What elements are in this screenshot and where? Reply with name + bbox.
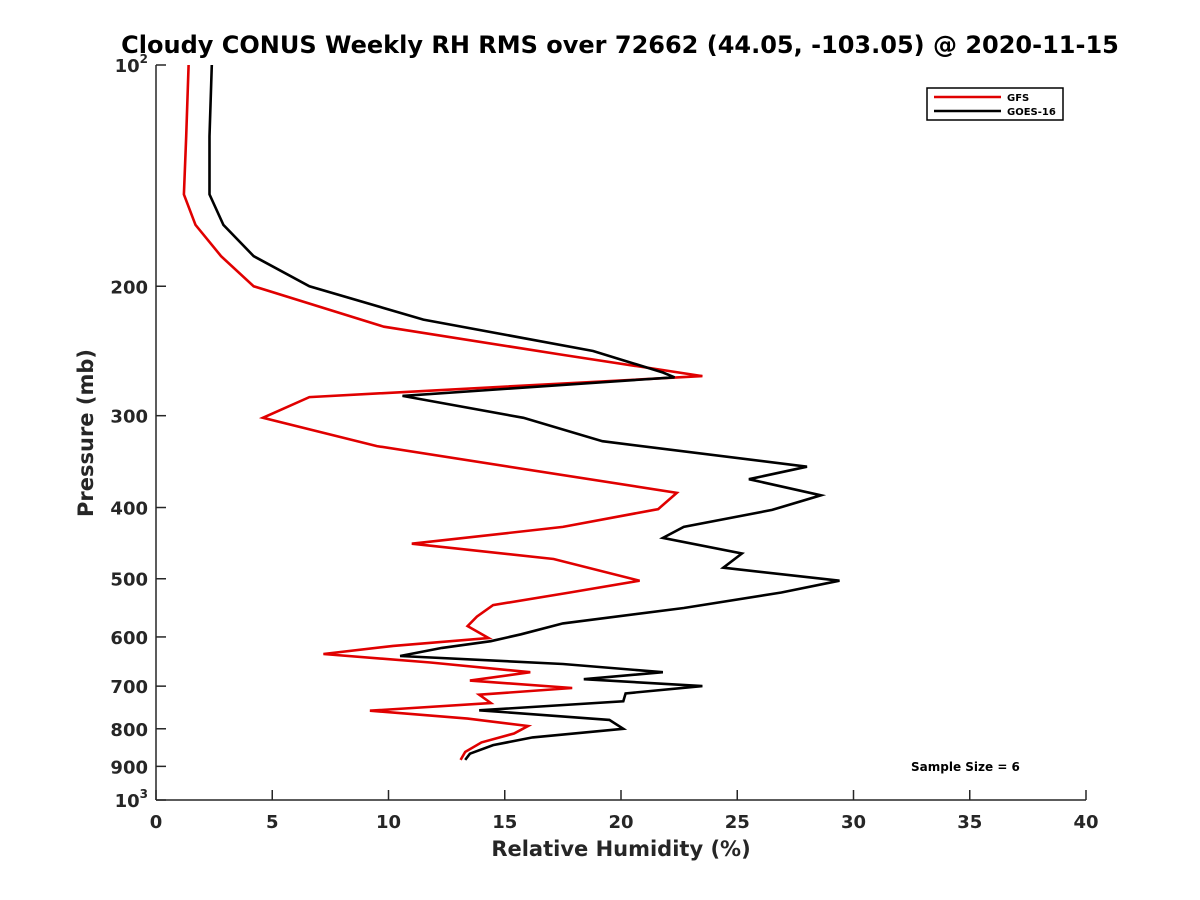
y-tick-label-exponent: 2 — [140, 52, 148, 66]
legend-label-gfs: GFS — [1007, 93, 1029, 104]
y-tick-label-base: 10 — [115, 56, 140, 77]
y-tick-label-base: 600 — [110, 628, 148, 649]
x-tick-label: 20 — [608, 812, 633, 833]
y-tick-label-base: 800 — [110, 720, 148, 741]
y-tick-label: 400 — [110, 499, 148, 520]
y-tick-label: 300 — [110, 407, 148, 428]
y-tick-label-base: 200 — [110, 277, 148, 298]
series-line-goes16 — [208, 64, 840, 761]
series-line-gfs — [182, 64, 703, 761]
plot-area: 0 5 10 15 20 25 30 35 40 10220030040050060070080… — [110, 52, 1098, 833]
chart-title: Cloudy CONUS Weekly RH RMS over 72662 (4… — [121, 31, 1119, 59]
y-tick-label: 200 — [110, 277, 148, 298]
x-axis-ticks: 0 5 10 15 20 25 30 35 40 — [150, 790, 1099, 833]
y-tick-label: 600 — [110, 628, 148, 649]
y-tick-label: 700 — [110, 677, 148, 698]
legend-box — [926, 87, 1064, 121]
y-tick-label: 103 — [115, 787, 148, 812]
x-tick-label: 35 — [957, 812, 982, 833]
y-tick-label-base: 300 — [110, 407, 148, 428]
x-tick-label: 0 — [150, 812, 163, 833]
sample-size-annotation: Sample Size = 6 — [911, 760, 1020, 774]
series-lines — [182, 64, 840, 761]
y-tick-label: 102 — [115, 52, 148, 77]
x-tick-label: 15 — [492, 812, 517, 833]
x-tick-label: 30 — [841, 812, 866, 833]
x-axis-label: Relative Humidity (%) — [491, 837, 750, 861]
legend: GFS GOES-16 — [926, 87, 1064, 121]
y-tick-label: 800 — [110, 720, 148, 741]
y-tick-label-base: 700 — [110, 677, 148, 698]
x-tick-label: 10 — [376, 812, 401, 833]
y-tick-label: 900 — [110, 757, 148, 778]
y-tick-label-base: 10 — [115, 791, 140, 812]
y-axis-label: Pressure (mb) — [74, 349, 98, 517]
x-tick-label: 40 — [1073, 812, 1098, 833]
y-tick-label: 500 — [110, 570, 148, 591]
x-tick-label: 25 — [725, 812, 750, 833]
y-tick-label-base: 500 — [110, 570, 148, 591]
x-tick-label: 5 — [266, 812, 279, 833]
legend-label-goes16: GOES-16 — [1007, 107, 1056, 118]
y-tick-label-exponent: 3 — [140, 787, 148, 801]
y-tick-label-base: 400 — [110, 499, 148, 520]
y-tick-label-base: 900 — [110, 757, 148, 778]
